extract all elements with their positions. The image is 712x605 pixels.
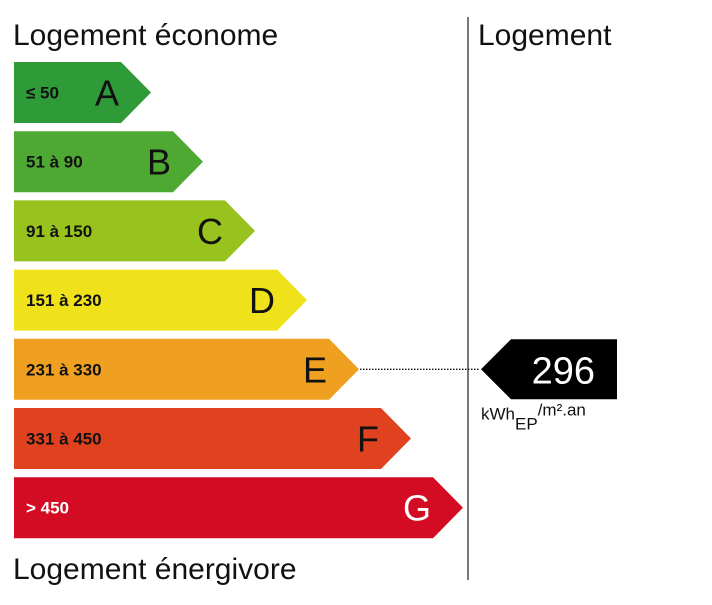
energy-bar-f xyxy=(14,408,411,469)
energy-letter-a: A xyxy=(95,73,119,114)
energy-letter-g: G xyxy=(403,488,431,529)
energy-bar-g xyxy=(14,477,463,539)
title-logement-econome: Logement économe xyxy=(13,19,279,52)
energy-letter-d: D xyxy=(249,280,275,321)
title-logement: Logement xyxy=(478,19,612,52)
energy-letter-e: E xyxy=(303,349,327,390)
indicator-value: 296 xyxy=(532,350,595,392)
energy-range-e: 231 à 330 xyxy=(26,360,102,379)
title-logement-energivore: Logement énergivore xyxy=(13,553,297,586)
energy-bar-d xyxy=(14,269,307,331)
column-divider xyxy=(467,17,469,580)
energy-range-c: 91 à 150 xyxy=(26,222,92,241)
energy-range-f: 331 à 450 xyxy=(26,430,102,449)
energy-bar-a xyxy=(14,62,151,123)
indicator-arrow xyxy=(481,339,617,400)
energy-range-b: 51 à 90 xyxy=(26,153,83,172)
energy-letter-c: C xyxy=(197,211,223,252)
energy-letter-f: F xyxy=(357,419,379,460)
energy-range-d: 151 à 230 xyxy=(26,291,102,310)
energy-range-g: > 450 xyxy=(26,499,69,518)
energy-letter-b: B xyxy=(147,142,171,183)
energy-bar-e xyxy=(14,338,359,400)
energy-bar-c xyxy=(14,200,255,262)
energy-range-a: ≤ 50 xyxy=(26,84,59,103)
energy-bar-b xyxy=(14,131,203,193)
indicator-unit: kWhEP/m².an xyxy=(481,400,586,433)
